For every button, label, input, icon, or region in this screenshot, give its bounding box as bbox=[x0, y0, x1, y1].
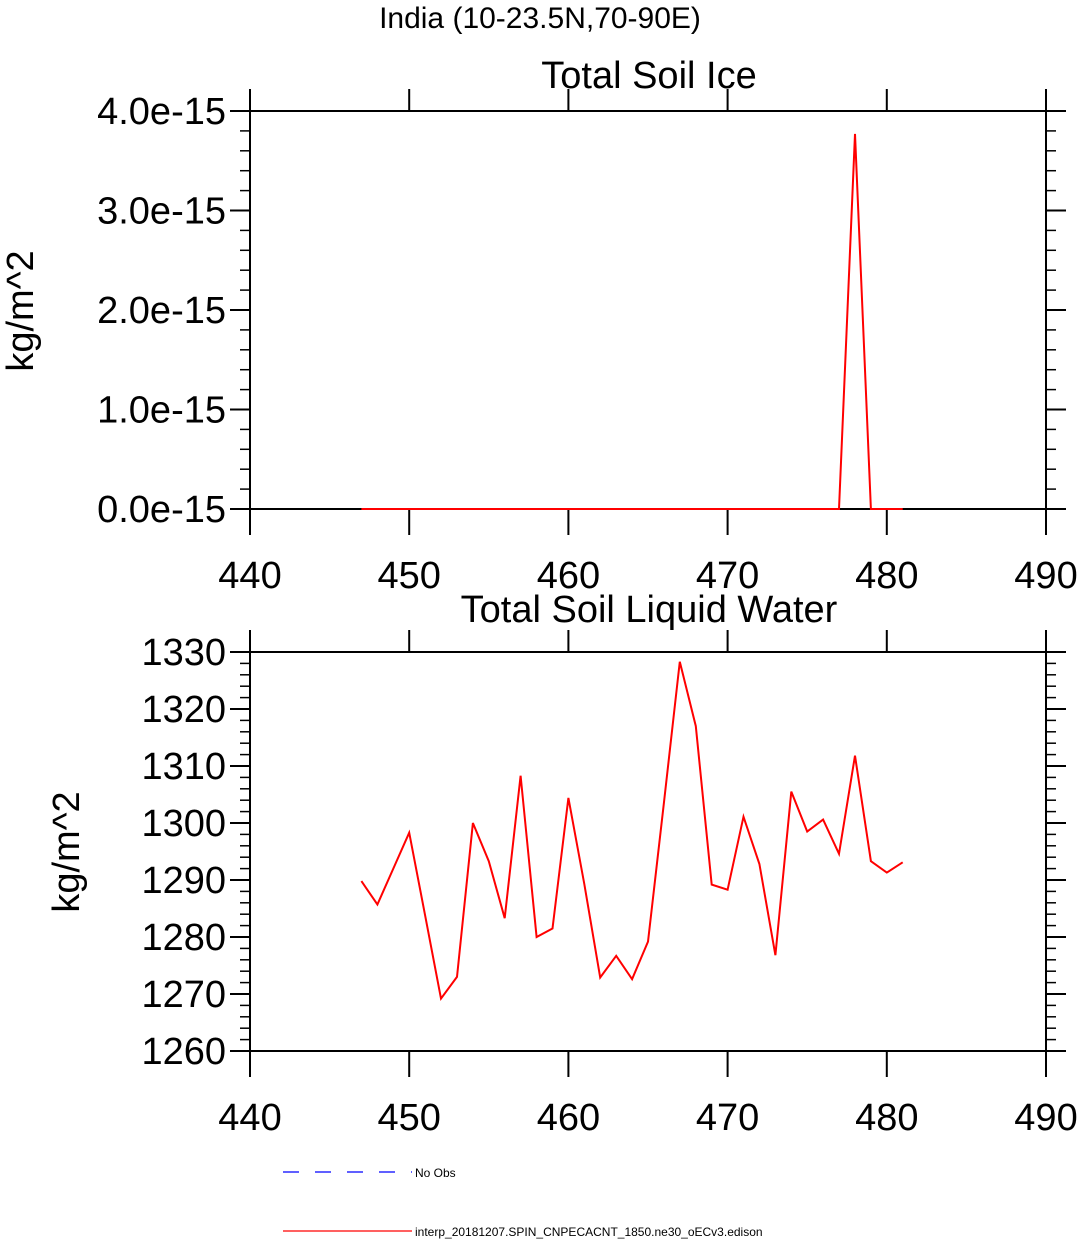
x-tick-label: 470 bbox=[696, 555, 759, 597]
series-line bbox=[361, 133, 903, 510]
y-tick-label: 1290 bbox=[141, 860, 226, 902]
y-axis-label: kg/m^2 bbox=[0, 250, 42, 371]
plot-area: 440 450 460 470 480 490 1260 1270 1280 1290 1300 13… bbox=[141, 630, 1078, 1139]
y-tick-label: 1300 bbox=[141, 803, 226, 845]
x-tick-label: 450 bbox=[377, 1097, 440, 1139]
panel-total-soil-liquid-water: Total Soil Liquid Water kg/m^2 440 450 460… bbox=[46, 589, 1078, 1139]
x-tick-label: 460 bbox=[537, 1097, 600, 1139]
legend-label: interp_20181207.SPIN_CNPECACNT_1850.ne30… bbox=[415, 1225, 763, 1239]
legend: No Obs interp_20181207.SPIN_CNPECACNT_18… bbox=[283, 1166, 763, 1239]
y-tick-label: 2.0e-15 bbox=[97, 290, 226, 332]
x-tick-label: 490 bbox=[1014, 1097, 1077, 1139]
figure-title: India (10-23.5N,70-90E) bbox=[379, 2, 701, 35]
y-tick-label: 1270 bbox=[141, 974, 226, 1016]
x-tick-label: 480 bbox=[855, 1097, 918, 1139]
x-tick-label: 470 bbox=[696, 1097, 759, 1139]
y-tick-label: 4.0e-15 bbox=[97, 91, 226, 133]
y-tick-label: 3.0e-15 bbox=[97, 191, 226, 233]
plot-frame bbox=[249, 110, 1047, 510]
x-tick-label: 460 bbox=[537, 555, 600, 597]
plot-frame bbox=[249, 651, 1047, 1052]
x-tick-label: 440 bbox=[218, 1097, 281, 1139]
plot-area: 440 450 460 470 480 490 0.0e-15 1.0e-15 2.0e-15 3… bbox=[97, 89, 1078, 597]
x-tick-label: 450 bbox=[377, 555, 440, 597]
series-line bbox=[360, 661, 904, 1002]
y-tick-label: 1320 bbox=[141, 689, 226, 731]
legend-label: No Obs bbox=[415, 1166, 456, 1180]
y-tick-label: 1330 bbox=[141, 632, 226, 674]
legend-entry-no-obs: No Obs bbox=[283, 1166, 456, 1180]
panel-title: Total Soil Ice bbox=[541, 55, 756, 97]
panel-title: Total Soil Liquid Water bbox=[461, 589, 838, 631]
y-tick-label: 1280 bbox=[141, 917, 226, 959]
panel-total-soil-ice: Total Soil Ice kg/m^2 440 450 460 470 480 490… bbox=[0, 55, 1078, 597]
x-tick-label: 480 bbox=[855, 555, 918, 597]
legend-entry-model-run: interp_20181207.SPIN_CNPECACNT_1850.ne30… bbox=[283, 1225, 763, 1239]
x-tick-label: 440 bbox=[218, 555, 281, 597]
y-tick-label: 0.0e-15 bbox=[97, 489, 226, 531]
x-tick-label: 490 bbox=[1014, 555, 1077, 597]
y-tick-label: 1310 bbox=[141, 746, 226, 788]
y-axis-label: kg/m^2 bbox=[46, 791, 88, 912]
y-tick-label: 1.0e-15 bbox=[97, 390, 226, 432]
y-tick-label: 1260 bbox=[141, 1031, 226, 1073]
